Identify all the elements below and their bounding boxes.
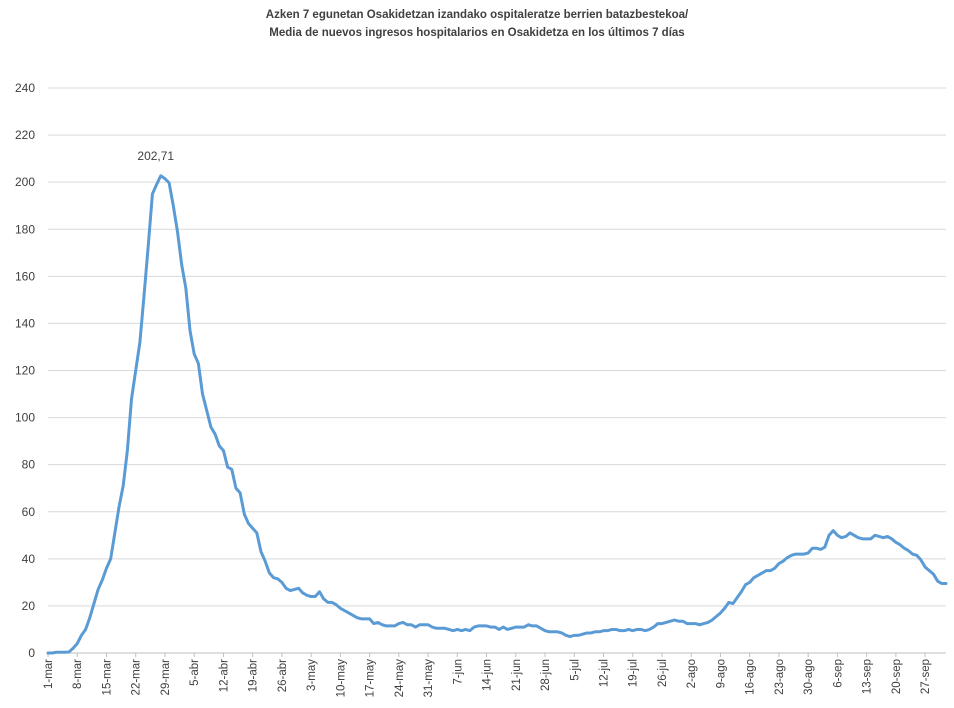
x-tick-label: 12-abr [218, 659, 230, 692]
x-tick-label: 22-mar [131, 659, 143, 696]
x-tick-label: 26-jul [657, 659, 669, 687]
y-tick-label: 240 [15, 81, 35, 95]
x-tick-label: 14-jun [482, 659, 494, 691]
x-tick-label: 16-ago [745, 659, 757, 695]
x-tick-label: 5-abr [189, 659, 201, 686]
x-tick-label: 31-may [423, 659, 435, 698]
y-tick-label: 0 [28, 646, 35, 660]
y-tick-label: 220 [15, 128, 35, 142]
peak-value-label: 202,71 [137, 149, 174, 163]
y-tick-label: 100 [15, 411, 35, 425]
y-tick-label: 160 [15, 269, 35, 283]
x-tick-label: 29-mar [160, 659, 172, 696]
x-tick-label: 3-may [306, 659, 318, 691]
chart-title-line-1: Azken 7 egunetan Osakidetzan izandako os… [265, 9, 689, 21]
x-tick-label: 1-mar [43, 659, 55, 689]
x-tick-label: 20-sep [891, 659, 903, 694]
x-tick-label: 30-ago [803, 659, 815, 695]
x-tick-label: 17-may [365, 659, 377, 698]
x-tick-label: 19-abr [248, 659, 260, 692]
x-tick-label: 15-mar [101, 659, 113, 696]
x-tick-label: 9-ago [715, 659, 727, 688]
y-tick-label: 120 [15, 364, 35, 378]
x-tick-label: 24-may [394, 659, 406, 698]
x-tick-label: 28-jun [540, 659, 552, 691]
y-tick-label: 20 [22, 599, 36, 613]
x-tick-label: 13-sep [862, 659, 874, 694]
x-tick-label: 7-jun [452, 659, 464, 685]
y-tick-label: 40 [22, 552, 36, 566]
y-tick-label: 140 [15, 316, 35, 330]
y-tick-label: 60 [22, 505, 36, 519]
chart-title-line-2: Media de nuevos ingresos hospitalarios e… [269, 27, 685, 39]
x-tick-label: 23-ago [774, 659, 786, 695]
y-tick-label: 180 [15, 222, 35, 236]
y-tick-label: 200 [15, 175, 35, 189]
x-tick-label: 21-jun [511, 659, 523, 691]
x-tick-label: 26-abr [277, 659, 289, 692]
x-tick-label: 27-sep [920, 659, 932, 694]
x-tick-label: 10-may [335, 659, 347, 698]
x-tick-label: 6-sep [832, 659, 844, 688]
x-tick-label: 8-mar [72, 659, 84, 689]
series-line [46, 174, 948, 655]
x-tick-label: 2-ago [686, 659, 698, 688]
x-tick-label: 5-jul [569, 659, 581, 681]
x-tick-label: 19-jul [628, 659, 640, 687]
y-tick-label: 80 [22, 458, 36, 472]
x-tick-label: 12-jul [599, 659, 611, 687]
